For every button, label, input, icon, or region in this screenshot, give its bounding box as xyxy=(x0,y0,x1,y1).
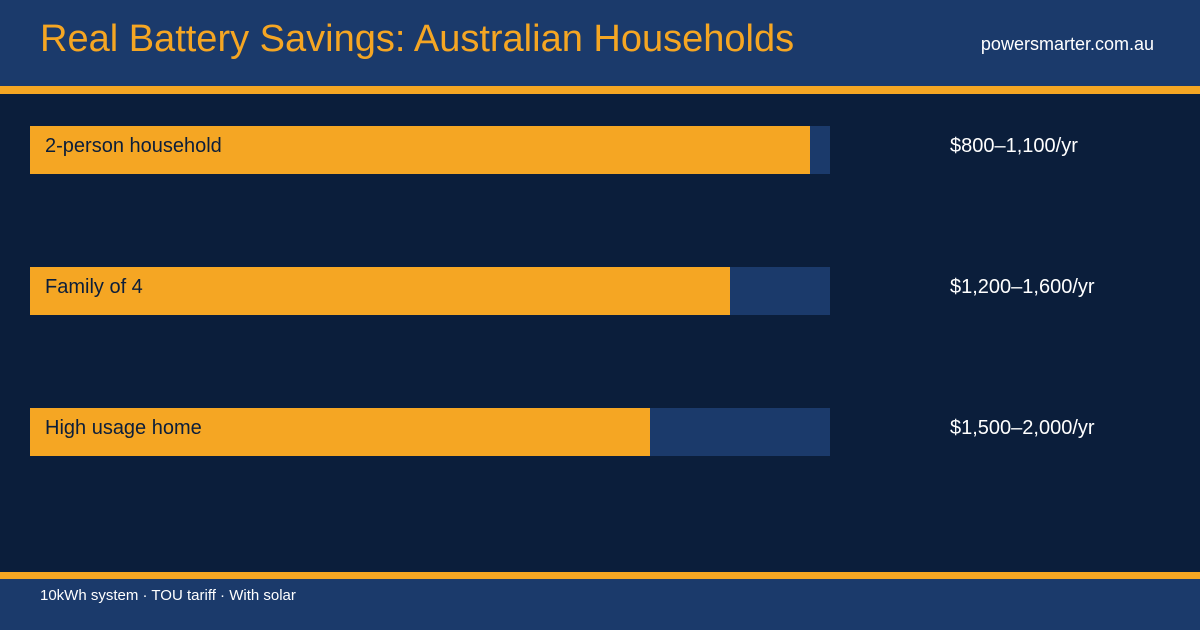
category-label: 2-person household xyxy=(45,135,222,157)
footer-bar: 10kWh system · TOU tariff · With solar xyxy=(0,579,1200,630)
category-label: High usage home xyxy=(45,417,202,439)
bar xyxy=(30,408,650,456)
footer-divider xyxy=(0,572,1200,579)
value-label: $800–1,100/yr xyxy=(950,135,1078,157)
footnote: 10kWh system · TOU tariff · With solar xyxy=(40,587,296,604)
bar xyxy=(30,126,810,174)
header-divider xyxy=(0,86,1200,94)
bar xyxy=(30,267,730,315)
site-url: powersmarter.com.au xyxy=(980,34,1154,54)
value-label: $1,200–1,600/yr xyxy=(950,276,1095,298)
header-bar: Real Battery Savings: Australian Househo… xyxy=(0,0,1200,86)
category-label: Family of 4 xyxy=(45,276,143,298)
page-title: Real Battery Savings: Australian Househo… xyxy=(40,18,795,60)
value-label: $1,500–2,000/yr xyxy=(950,417,1095,439)
